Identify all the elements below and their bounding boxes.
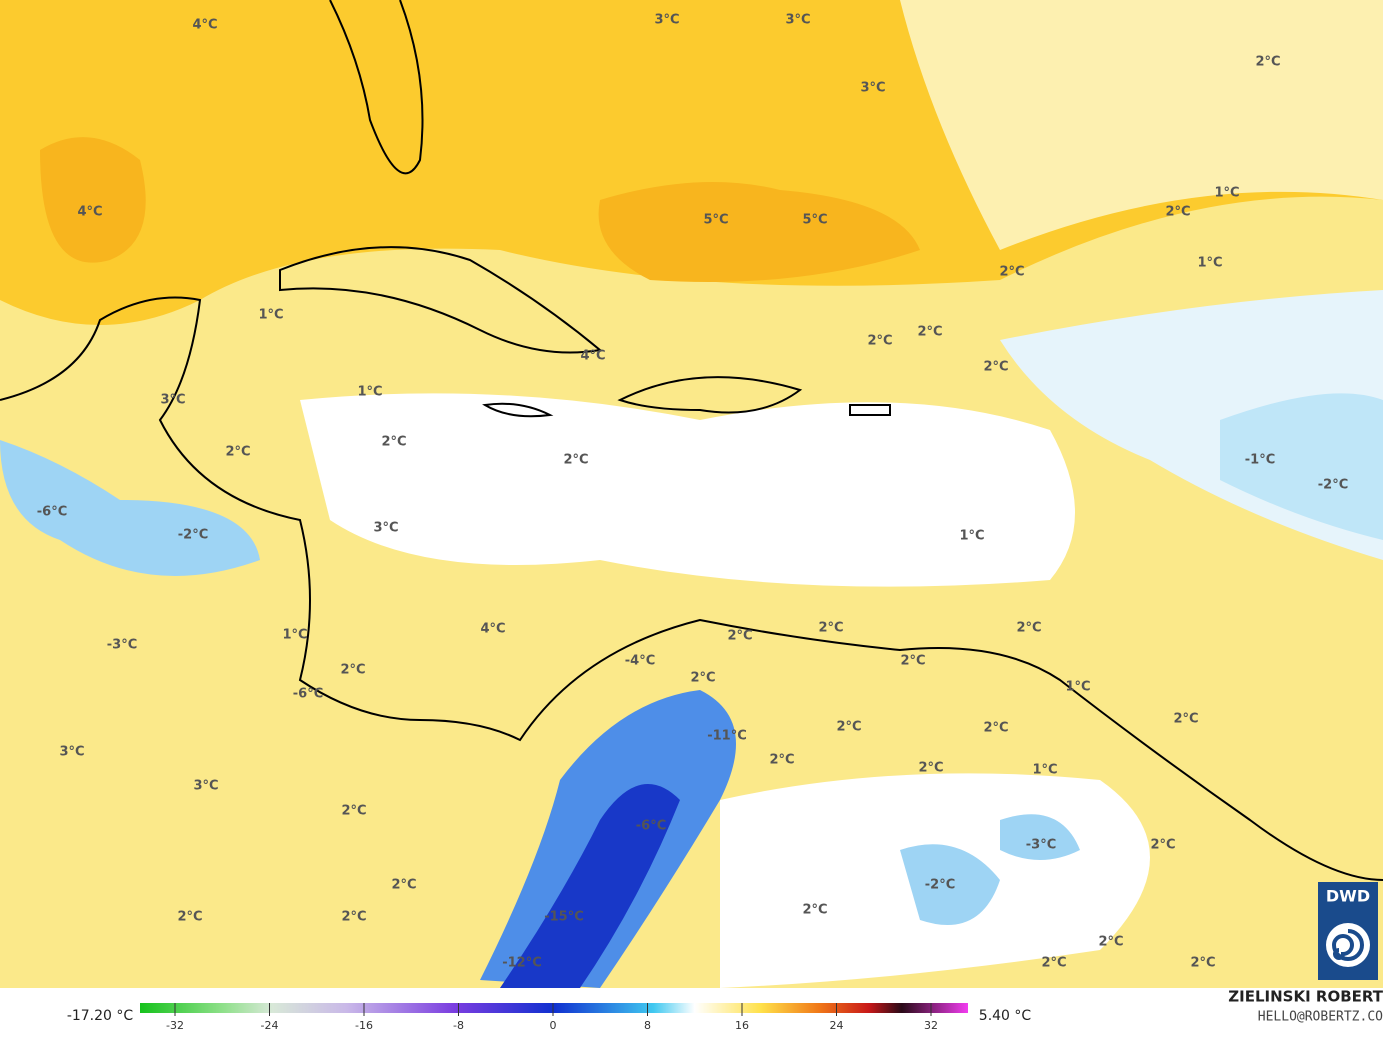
temp-label: 1°C (357, 385, 382, 400)
temp-label: -12°C (502, 956, 542, 971)
temp-label: 2°C (381, 435, 406, 450)
temp-label: 2°C (341, 910, 366, 925)
temp-label: -4°C (625, 654, 655, 669)
temp-label: 2°C (340, 663, 365, 678)
temp-label: 3°C (59, 745, 84, 760)
temp-label: 3°C (785, 13, 810, 28)
temp-label: 1°C (258, 308, 283, 323)
temp-label: 5°C (703, 213, 728, 228)
temp-label: 3°C (654, 13, 679, 28)
temp-label: -3°C (107, 638, 137, 653)
temp-label: 2°C (917, 325, 942, 340)
temp-label: 3°C (860, 81, 885, 96)
colorbar-ticks: -32 -24 -16 -8 0 8 16 24 32 (166, 1003, 938, 1032)
colorbar-tick-label: 0 (550, 1019, 557, 1032)
temp-label: 2°C (769, 753, 794, 768)
temp-label: 2°C (983, 360, 1008, 375)
temp-label: -2°C (925, 878, 955, 893)
temp-label: 2°C (1098, 935, 1123, 950)
temp-label: 2°C (836, 720, 861, 735)
temp-label: 1°C (1065, 680, 1090, 695)
temp-label: 3°C (160, 393, 185, 408)
logo-text: DWD (1326, 887, 1370, 906)
dwd-logo: DWD (1318, 882, 1378, 980)
map-labels: 4°C 3°C 3°C 2°C 3°C 4°C 5°C 5°C 1°C 2°C 2°C 1°C 1°C 2… (37, 13, 1348, 971)
temp-label: 2°C (818, 621, 843, 636)
temp-label: 3°C (373, 521, 398, 536)
temp-label: -15°C (544, 910, 584, 925)
temp-label: 2°C (1150, 838, 1175, 853)
temp-label: 2°C (802, 903, 827, 918)
temp-label: -6°C (636, 819, 666, 834)
colorbar-tick-label: -16 (355, 1019, 373, 1032)
temp-label: 2°C (1041, 956, 1066, 971)
credit-name: ZIELINSKI ROBERT (1228, 988, 1383, 1006)
temp-label: 2°C (1173, 712, 1198, 727)
temp-label: -6°C (293, 687, 323, 702)
colorbar-tick-label: 32 (924, 1019, 938, 1032)
temp-label: 4°C (192, 18, 217, 33)
temp-label: 4°C (580, 349, 605, 364)
colorbar-max: 5.40 °C (979, 1008, 1032, 1024)
temp-label: 2°C (1016, 621, 1041, 636)
temp-label: 1°C (959, 529, 984, 544)
temp-label: 2°C (177, 910, 202, 925)
temp-label: 2°C (225, 445, 250, 460)
temp-label: 2°C (999, 265, 1024, 280)
temp-label: 3°C (193, 779, 218, 794)
colorbar-min: -17.20 °C (67, 1008, 134, 1024)
temp-label: 1°C (282, 628, 307, 643)
temp-label: 2°C (690, 671, 715, 686)
temp-label: 1°C (1214, 186, 1239, 201)
temp-label: 2°C (391, 878, 416, 893)
colorbar-tick-label: 24 (830, 1019, 844, 1032)
temp-label: -2°C (1318, 478, 1348, 493)
temp-label: 2°C (900, 654, 925, 669)
temp-label: 4°C (480, 622, 505, 637)
colorbar: -17.20 °C 5.40 °C (67, 1003, 1032, 1024)
temp-label: 2°C (563, 453, 588, 468)
temp-label: 2°C (727, 629, 752, 644)
temp-label: 2°C (1165, 205, 1190, 220)
map-background (0, 0, 1383, 988)
temp-label: 1°C (1032, 763, 1057, 778)
credit-contact: HELLO@ROBERTZ.CO (1258, 1010, 1383, 1025)
temp-label: -11°C (707, 729, 747, 744)
temp-label: 5°C (802, 213, 827, 228)
colorbar-tick-label: -24 (261, 1019, 279, 1032)
colorbar-tick-label: -8 (453, 1019, 464, 1032)
temp-label: 2°C (341, 804, 366, 819)
temp-label: 2°C (918, 761, 943, 776)
temp-label: -3°C (1026, 838, 1056, 853)
colorbar-tick-label: 16 (735, 1019, 749, 1032)
temp-label: 1°C (1197, 256, 1222, 271)
colorbar-tick-label: -32 (166, 1019, 184, 1032)
colorbar-gradient (140, 1003, 968, 1013)
temp-label: 2°C (1255, 55, 1280, 70)
temp-label: -2°C (178, 528, 208, 543)
temp-label: 2°C (867, 334, 892, 349)
temp-label: 2°C (1190, 956, 1215, 971)
temp-label: -1°C (1245, 453, 1275, 468)
temp-label: 4°C (77, 205, 102, 220)
colorbar-tick-label: 8 (644, 1019, 651, 1032)
temp-label: 2°C (983, 721, 1008, 736)
temp-label: -6°C (37, 505, 67, 520)
